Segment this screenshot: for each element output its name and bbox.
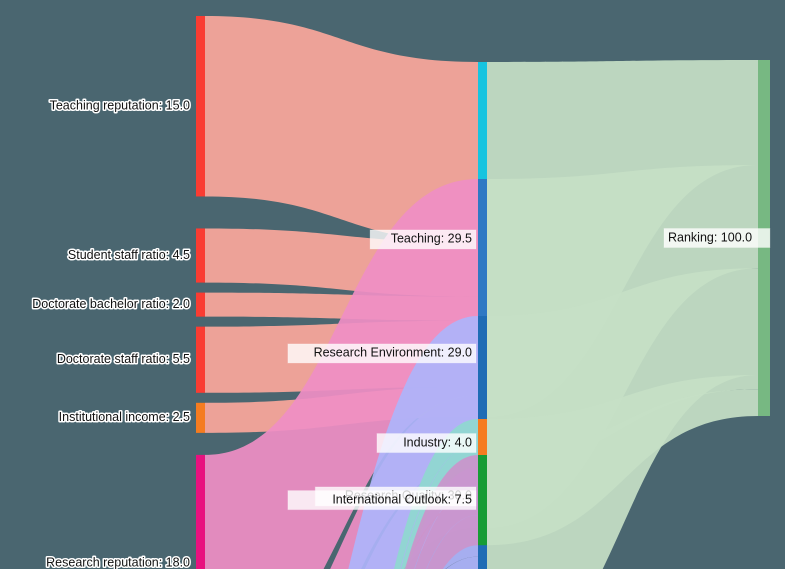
labels-layer: Teaching reputation: 15.0 Student staff r… [31,97,771,569]
sankey-node-student_staff_ratio[interactable] [196,228,205,283]
node-label-text-research_environment: Research Environment: 29.0 [314,346,472,360]
node-label-text-ranking: Ranking: 100.0 [668,230,752,244]
node-label-box-research_environment [287,343,477,364]
sankey-link-international_co_authorship-to-international_outlook[interactable] [205,515,478,569]
node-label-box-teaching [369,229,477,250]
node-label-teaching_reputation: Teaching reputation: 15.0 [48,97,191,114]
node-label-text-doctorate_bachelor_ratio: Doctorate bachelor ratio: 2.0 [32,297,190,311]
sankey-link-research_reputation-to-research_environment[interactable] [205,179,478,569]
node-label-ranking: Ranking: 100.0 [663,228,771,248]
sankey-node-institutional_income[interactable] [196,402,205,433]
node-label-research_reputation: Research reputation: 18.0 [45,554,192,569]
node-label-text-student_staff_ratio: Student staff ratio: 4.5 [68,248,190,262]
node-label-doctorate_staff_ratio: Doctorate staff ratio: 5.5 [55,351,191,368]
sankey-node-doctorate_staff_ratio[interactable] [196,326,205,393]
node-label-institutional_income: Institutional income: 2.5 [57,409,191,426]
sankey-link-international_outlook-to-ranking[interactable] [487,389,758,546]
node-label-teaching: Teaching: 29.5 [369,229,477,250]
node-label-text-institutional_income: Institutional income: 2.5 [59,410,190,424]
sankey-link-industry-to-ranking[interactable] [487,375,758,468]
nodes-layer [196,16,770,569]
node-label-text-teaching_reputation: Teaching reputation: 15.0 [50,99,190,113]
sankey-link-international_students-to-international_outlook[interactable] [205,455,478,569]
node-label-doctorate_bachelor_ratio: Doctorate bachelor ratio: 2.0 [31,295,192,312]
node-label-box-ranking [663,228,771,248]
node-label-international_outlook: International Outlook: 7.5 [287,490,477,511]
sankey-node-industry[interactable] [478,419,487,468]
sankey-node-research_reputation[interactable] [196,454,205,569]
node-label-industry: Industry: 4.0 [376,433,477,454]
node-label-box-industry [376,433,477,454]
sankey-link-research_excellence-to-research_quality[interactable] [205,556,478,569]
node-label-text-research_reputation: Research reputation: 18.0 [46,555,190,569]
node-label-box-international_outlook [287,490,477,511]
sankey-node-international_outlook[interactable] [478,455,487,546]
node-label-text-industry: Industry: 4.0 [403,435,472,449]
node-label-student_staff_ratio: Student staff ratio: 4.5 [66,246,191,263]
sankey-node-teaching_reputation[interactable] [196,16,205,197]
sankey-node-doctorate_bachelor_ratio[interactable] [196,292,205,317]
node-label-text-international_outlook: International Outlook: 7.5 [332,492,472,506]
sankey-link-patents-to-industry[interactable] [205,443,478,569]
sankey-link-teaching_reputation-to-teaching[interactable] [205,16,478,243]
node-label-research_environment: Research Environment: 29.0 [287,343,477,364]
node-label-text-doctorate_staff_ratio: Doctorate staff ratio: 5.5 [57,352,190,366]
node-label-text-teaching: Teaching: 29.5 [391,232,472,246]
